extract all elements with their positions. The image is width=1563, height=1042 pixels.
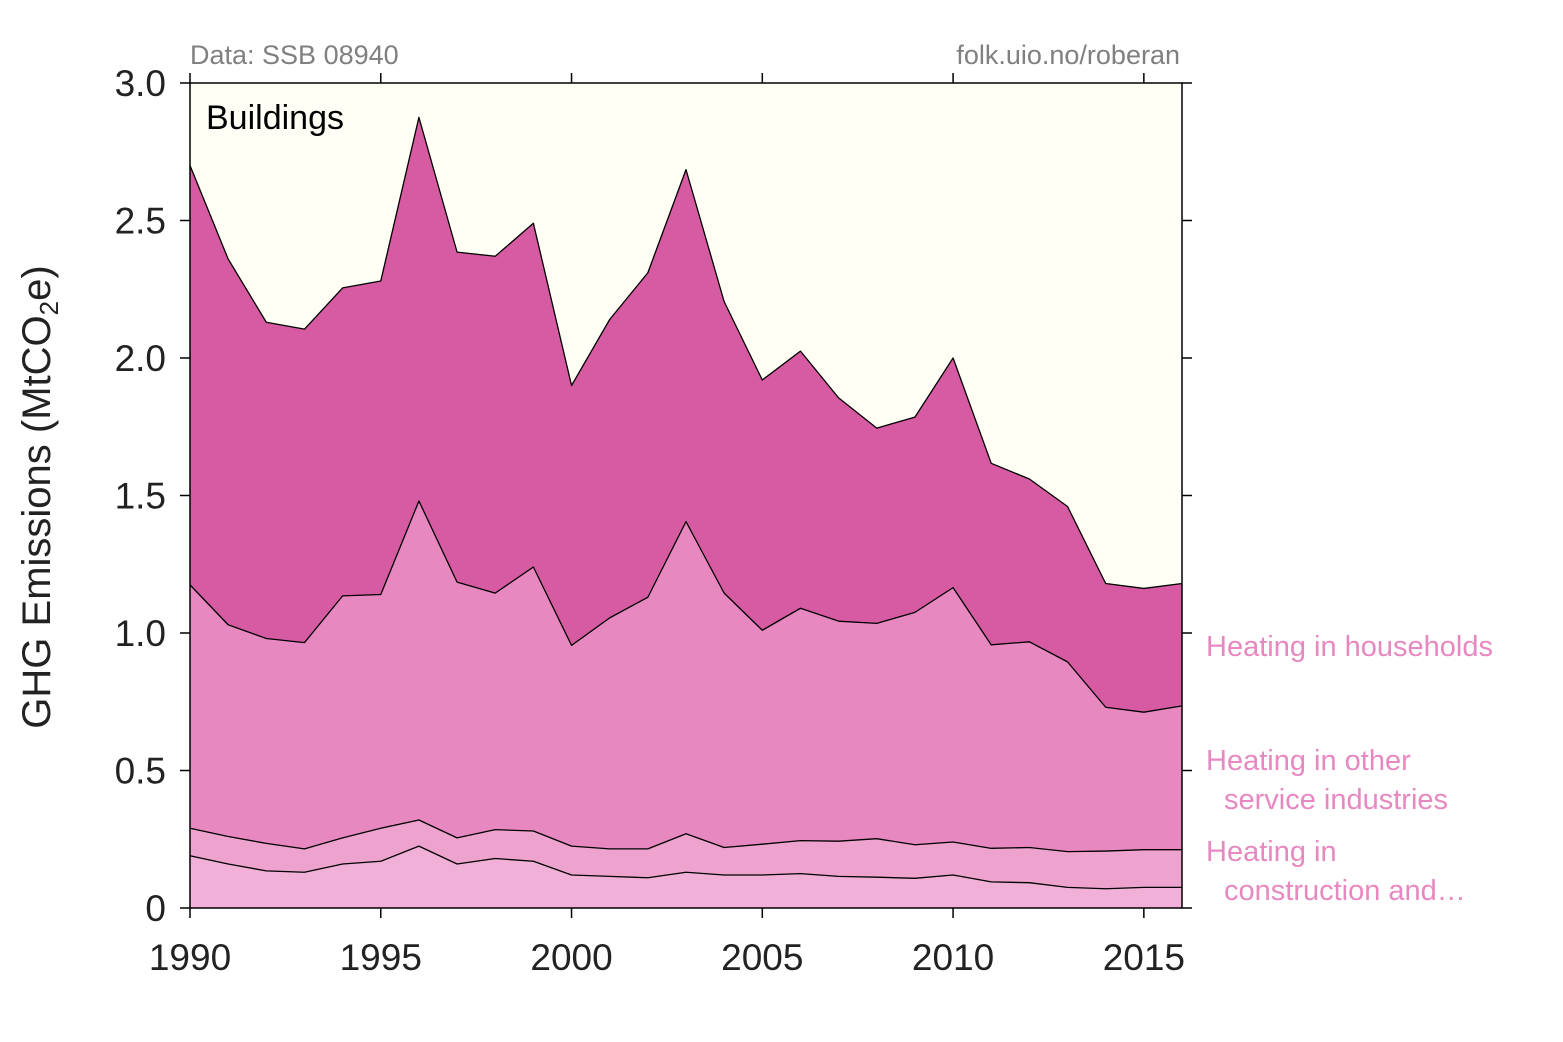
credit: folk.uio.no/roberan	[956, 40, 1180, 70]
x-tick-label: 1990	[149, 937, 231, 978]
series-labels: Heating in households Heating in other ser…	[1206, 631, 1493, 907]
y-axis-label-main: GHG Emissions (MtCO	[15, 315, 59, 728]
x-tick-label: 2005	[721, 937, 803, 978]
area-series-3	[190, 117, 1182, 713]
area-series-1	[190, 820, 1182, 889]
y-axis: 0 0.5 1.0 1.5 2.0 2.5 3.0	[115, 63, 1192, 929]
area-layers	[190, 117, 1182, 908]
series-label-line: service industries	[1224, 784, 1448, 816]
y-tick-label: 1.0	[115, 613, 166, 654]
x-tick-label: 2015	[1103, 937, 1185, 978]
x-tick-label: 1995	[340, 937, 422, 978]
y-axis-label-tail: e)	[15, 265, 59, 301]
y-tick-label: 2.0	[115, 338, 166, 379]
series-label-3: Heating in households	[1206, 631, 1493, 663]
series-label-2: Heating in other service industries	[1206, 745, 1448, 816]
boundary-line-4	[189, 116, 1183, 590]
y-tick-label: 0	[145, 888, 166, 929]
y-tick-label: 3.0	[115, 63, 166, 104]
y-tick-label: 0.5	[115, 751, 166, 792]
boundary-lines	[189, 116, 1183, 890]
series-label-line: construction and…	[1224, 875, 1466, 907]
series-label-line: Heating in	[1206, 836, 1337, 868]
area-series-2	[190, 501, 1182, 852]
area-series-0	[190, 846, 1182, 908]
boundary-line-2	[189, 819, 1182, 853]
y-tick-label: 2.5	[115, 201, 166, 242]
y-tick-label: 1.5	[115, 476, 166, 517]
x-axis: 1990 1995 2000 2005 2010 2015	[149, 73, 1185, 978]
x-tick-label: 2010	[912, 937, 994, 978]
source-note: Data: SSB 08940	[190, 40, 399, 70]
x-tick-label: 2000	[530, 937, 612, 978]
y-axis-label-subscript: 2	[34, 301, 64, 315]
boundary-line-1	[189, 845, 1182, 890]
series-label-1: Heating in construction and…	[1206, 836, 1466, 907]
chart-title: Buildings	[206, 99, 344, 137]
boundary-line-3	[189, 500, 1183, 713]
series-label-line: Heating in other	[1206, 745, 1411, 777]
y-axis-label: GHG Emissions (MtCO2e)	[15, 265, 64, 728]
series-label-line: Heating in households	[1206, 631, 1493, 663]
